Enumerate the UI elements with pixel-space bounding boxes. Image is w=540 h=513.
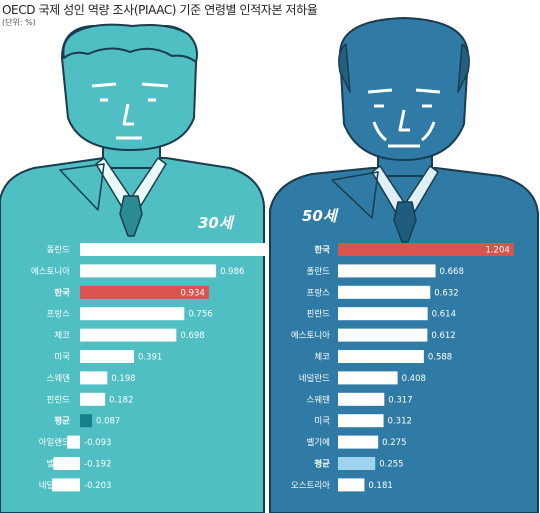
value-label: 1.204 (485, 246, 509, 256)
value-label: 0.275 (382, 438, 406, 448)
value-label: 0.087 (96, 417, 120, 427)
category-label: 평균 (54, 416, 70, 427)
bar (53, 457, 80, 470)
bar (51, 478, 80, 492)
value-label: 0.632 (434, 288, 458, 298)
face-lines-50 (367, 88, 441, 148)
value-label: 0.934 (181, 288, 205, 298)
category-label: 네덜란드 (299, 373, 330, 384)
bar (80, 285, 209, 299)
value-label: 0.255 (379, 460, 403, 470)
bar (80, 243, 307, 256)
hair-50 (338, 43, 470, 93)
age-label-50: 50세 (302, 207, 339, 225)
category-label: 오스트리아 (291, 480, 330, 491)
category-label: 평균 (314, 459, 330, 470)
value-label: -0.192 (84, 460, 111, 470)
category-label: 아일랜드 (39, 437, 70, 448)
category-label: 한국 (314, 245, 330, 256)
value-label: 0.668 (440, 267, 464, 277)
bar (338, 371, 398, 385)
panel-50: 50세 한국 1.204 폴란드 0.668 프랑스 0.632 핀란드 0.614 에스토니아… (269, 17, 539, 513)
bar (338, 392, 385, 406)
value-label: 0.391 (138, 353, 162, 363)
bar (338, 435, 379, 449)
category-label: 체코 (314, 352, 330, 363)
bars-30: 폴란드1.639에스토니아0.986한국0.934프랑스0.756체코0.698… (31, 243, 335, 492)
value-label: 0.614 (432, 310, 456, 320)
value-label: 0.317 (388, 395, 412, 405)
value-label: 0.182 (109, 395, 133, 405)
bar (338, 285, 431, 299)
value-label: 0.408 (402, 374, 426, 384)
bars-50: 한국 1.204 폴란드 0.668 프랑스 0.632 핀란드 0.614 에스토니아 0.61… (291, 243, 514, 492)
value-label: 0.756 (188, 310, 212, 320)
category-label: 프랑스 (47, 309, 71, 320)
head-50 (339, 17, 469, 161)
value-label: -0.093 (84, 438, 111, 448)
bar (80, 264, 217, 278)
chart-title: OECD 국제 성인 역량 조사(PIAAC) 기준 연령별 인적자본 저하율 (2, 3, 318, 17)
bar (338, 243, 514, 256)
category-label: 핀란드 (307, 309, 331, 320)
bar (338, 478, 365, 492)
bar (338, 328, 428, 342)
bar (80, 371, 108, 385)
value-label: 0.986 (220, 267, 244, 277)
bar (80, 392, 106, 406)
bar (338, 457, 376, 470)
value-label: 0.181 (368, 481, 392, 491)
face-lines-30 (91, 82, 169, 140)
hair-30 (62, 23, 198, 63)
tie-50 (393, 201, 417, 243)
value-label: 0.198 (111, 374, 135, 384)
category-label: 폴란드 (307, 266, 331, 277)
category-label: 미국 (314, 417, 330, 427)
value-label: 0.588 (428, 353, 452, 363)
category-label: 프랑스 (307, 287, 331, 298)
lapel-30 (59, 163, 105, 211)
tie-30 (119, 195, 143, 237)
value-label: 0.698 (180, 331, 204, 341)
value-label: 0.312 (388, 417, 412, 427)
bar (80, 307, 185, 321)
category-label: 체코 (54, 330, 70, 341)
bar (338, 307, 428, 321)
head-30 (61, 25, 198, 151)
category-label: 폴란드 (47, 245, 71, 256)
unit-label: (단위: %) (2, 18, 36, 27)
category-label: 한국 (54, 287, 70, 298)
lapel-50 (331, 171, 379, 219)
category-label: 에스토니아 (31, 266, 70, 277)
bar (338, 350, 424, 363)
panel-30: 30세 폴란드1.639에스토니아0.986한국0.934프랑스0.756체코0… (0, 23, 335, 513)
value-label: 0.612 (431, 331, 455, 341)
bar (80, 350, 134, 363)
category-label: 벨기에 (307, 437, 330, 448)
category-label: 스웨덴 (307, 394, 331, 405)
value-label: -0.203 (84, 481, 111, 491)
bar (338, 414, 384, 428)
category-label: 핀란드 (47, 394, 71, 405)
bar (80, 328, 177, 342)
bar (80, 414, 93, 428)
category-label: 에스토니아 (291, 330, 330, 341)
bar (67, 435, 80, 449)
category-label: 미국 (54, 353, 70, 363)
bar (338, 264, 436, 278)
category-label: 스웨덴 (47, 373, 71, 384)
age-label-30: 30세 (198, 214, 235, 232)
